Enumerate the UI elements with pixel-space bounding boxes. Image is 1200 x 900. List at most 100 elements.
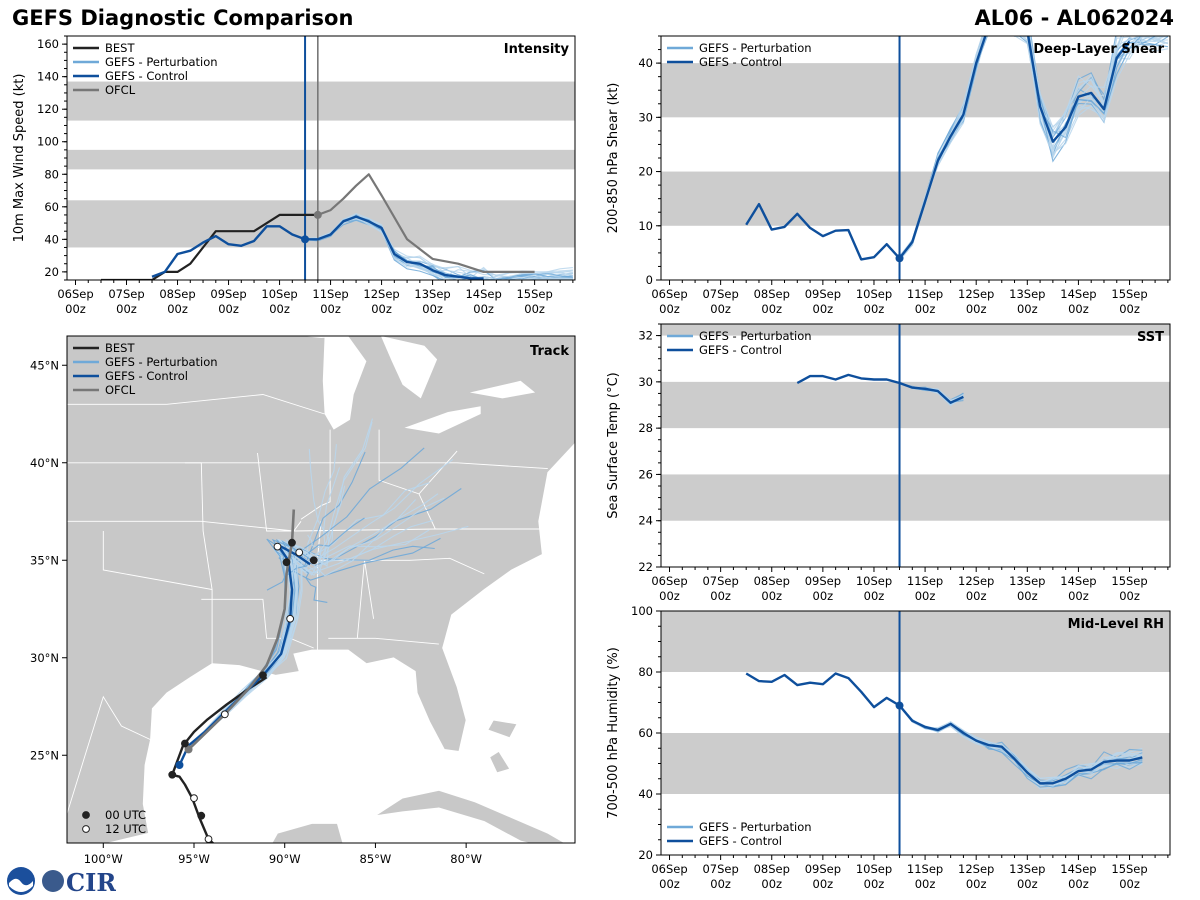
track-point-12utc bbox=[190, 794, 198, 803]
x-tick-label-day: 08Sep bbox=[159, 287, 195, 301]
perturbation-member-line bbox=[305, 214, 574, 280]
track-point-12utc bbox=[204, 835, 213, 843]
x-tick-label-day: 10Sep bbox=[856, 287, 892, 301]
x-tick-label-day: 12Sep bbox=[363, 287, 399, 301]
rh-title: Mid-Level RH bbox=[1068, 617, 1164, 632]
legend-label-control: GEFS - Control bbox=[699, 343, 782, 357]
x-tick-label-hour: 00z bbox=[1017, 877, 1038, 891]
track-member-line bbox=[178, 444, 337, 766]
lon-tick-label: 100°W bbox=[84, 852, 123, 866]
track-legend-utc-label: 12 UTC bbox=[105, 822, 146, 836]
track-member-line bbox=[178, 448, 330, 766]
y-tick-label: 30 bbox=[638, 110, 653, 124]
perturbation-member-line bbox=[899, 36, 1147, 260]
state-border bbox=[184, 462, 213, 590]
x-tick-label-day: 08Sep bbox=[754, 287, 790, 301]
x-tick-label-hour: 00z bbox=[116, 302, 137, 316]
perturbation-member-line bbox=[899, 36, 1153, 257]
state-border bbox=[67, 520, 541, 532]
x-tick-label-day: 10Sep bbox=[856, 574, 892, 588]
state-border bbox=[102, 531, 213, 664]
x-tick-label-day: 13Sep bbox=[1009, 287, 1045, 301]
perturbation-member-line bbox=[899, 382, 964, 406]
lake-ontario bbox=[469, 380, 536, 399]
track-member-line bbox=[179, 485, 346, 766]
x-tick-label-hour: 00z bbox=[864, 589, 885, 603]
perturbation-member-line bbox=[899, 382, 964, 405]
lon-tick-label: 85°W bbox=[360, 852, 392, 866]
shear-perturbation-members bbox=[899, 36, 1169, 261]
x-tick-label-hour: 00z bbox=[659, 877, 680, 891]
x-tick-label-day: 09Sep bbox=[805, 862, 841, 876]
lat-tick-label: 35°N bbox=[30, 553, 59, 567]
intensity-control-marker bbox=[301, 235, 310, 244]
x-tick-label-day: 12Sep bbox=[958, 574, 994, 588]
shear-band bbox=[661, 63, 1170, 118]
track-point-12utc bbox=[295, 548, 304, 557]
track-point-00utc bbox=[309, 556, 318, 565]
track-panel: 100°W 95°W 90°W 85°W 80°W 25°N 30°N 35°N 40°N 45°… bbox=[30, 335, 576, 866]
x-tick-label-hour: 00z bbox=[1068, 589, 1089, 603]
track-title: Track bbox=[530, 344, 569, 359]
perturbation-member-line bbox=[899, 36, 1166, 261]
x-tick-label-hour: 00z bbox=[269, 302, 290, 316]
legend-label-perturbation: GEFS - Perturbation bbox=[699, 820, 812, 834]
track-point-00utc bbox=[259, 671, 267, 680]
x-tick-label-hour: 00z bbox=[524, 302, 545, 316]
perturbation-member-line bbox=[899, 383, 964, 406]
perturbation-member-line bbox=[899, 36, 1142, 261]
x-tick-label-day: 11Sep bbox=[907, 287, 943, 301]
perturbation-member-line bbox=[899, 382, 964, 404]
track-control-line bbox=[178, 543, 311, 766]
intensity-band bbox=[67, 81, 575, 121]
perturbation-member-line bbox=[305, 216, 465, 280]
track-legend-label-ofcl: OFCL bbox=[105, 383, 136, 397]
track-point-00utc bbox=[282, 558, 291, 567]
shear-title: Deep-Layer Shear bbox=[1033, 42, 1164, 57]
rh-control-marker bbox=[895, 701, 904, 710]
lake-michigan bbox=[322, 336, 367, 430]
perturbation-member-line bbox=[305, 218, 573, 280]
track-control-start-marker bbox=[175, 761, 184, 769]
perturbation-member-line bbox=[305, 215, 573, 280]
perturbation-member-line bbox=[899, 704, 1143, 786]
x-tick-label-day: 11Sep bbox=[907, 862, 943, 876]
perturbation-member-line bbox=[899, 36, 1166, 260]
x-tick-label-hour: 00z bbox=[864, 302, 885, 316]
y-tick-label: 60 bbox=[638, 726, 653, 740]
x-tick-label-hour: 00z bbox=[1017, 589, 1038, 603]
legend-label-control: GEFS - Control bbox=[105, 69, 188, 83]
x-tick-label-hour: 00z bbox=[966, 877, 987, 891]
storm-id: AL06 - AL062024 bbox=[974, 6, 1175, 30]
x-tick-label-day: 11Sep bbox=[312, 287, 348, 301]
lat-tick-label: 30°N bbox=[30, 651, 59, 665]
x-tick-label-day: 14Sep bbox=[1060, 862, 1096, 876]
y-tick-label: 100 bbox=[37, 135, 59, 149]
perturbation-member-line bbox=[305, 216, 573, 280]
shear-frame bbox=[660, 35, 1171, 281]
x-tick-label-hour: 00z bbox=[1119, 877, 1140, 891]
perturbation-member-line bbox=[899, 705, 1143, 788]
page-title: GEFS Diagnostic Comparison bbox=[12, 6, 354, 30]
sst-panel: 06Sep00z07Sep00z08Sep00z09Sep00z10Sep00z… bbox=[606, 323, 1171, 603]
x-tick-label-hour: 00z bbox=[966, 589, 987, 603]
perturbation-member-line bbox=[899, 381, 964, 405]
x-tick-label-day: 15Sep bbox=[1111, 287, 1147, 301]
track-member-line bbox=[178, 421, 373, 766]
perturbation-member-line bbox=[305, 217, 573, 280]
track-frame bbox=[66, 335, 576, 844]
sst-frame bbox=[660, 323, 1171, 568]
x-tick-label-hour: 00z bbox=[422, 302, 443, 316]
perturbation-member-line bbox=[899, 382, 964, 402]
lon-tick-label: 80°W bbox=[450, 852, 482, 866]
x-tick-label-day: 06Sep bbox=[651, 574, 687, 588]
track-best-line bbox=[170, 676, 268, 843]
x-tick-label-hour: 00z bbox=[1119, 302, 1140, 316]
x-tick-label-hour: 00z bbox=[320, 302, 341, 316]
lat-tick-label: 25°N bbox=[30, 748, 59, 762]
sst-control-line bbox=[796, 373, 964, 404]
track-legend-label-perturbation: GEFS - Perturbation bbox=[105, 355, 218, 369]
x-tick-label-day: 14Sep bbox=[1060, 574, 1096, 588]
state-border bbox=[317, 557, 485, 575]
